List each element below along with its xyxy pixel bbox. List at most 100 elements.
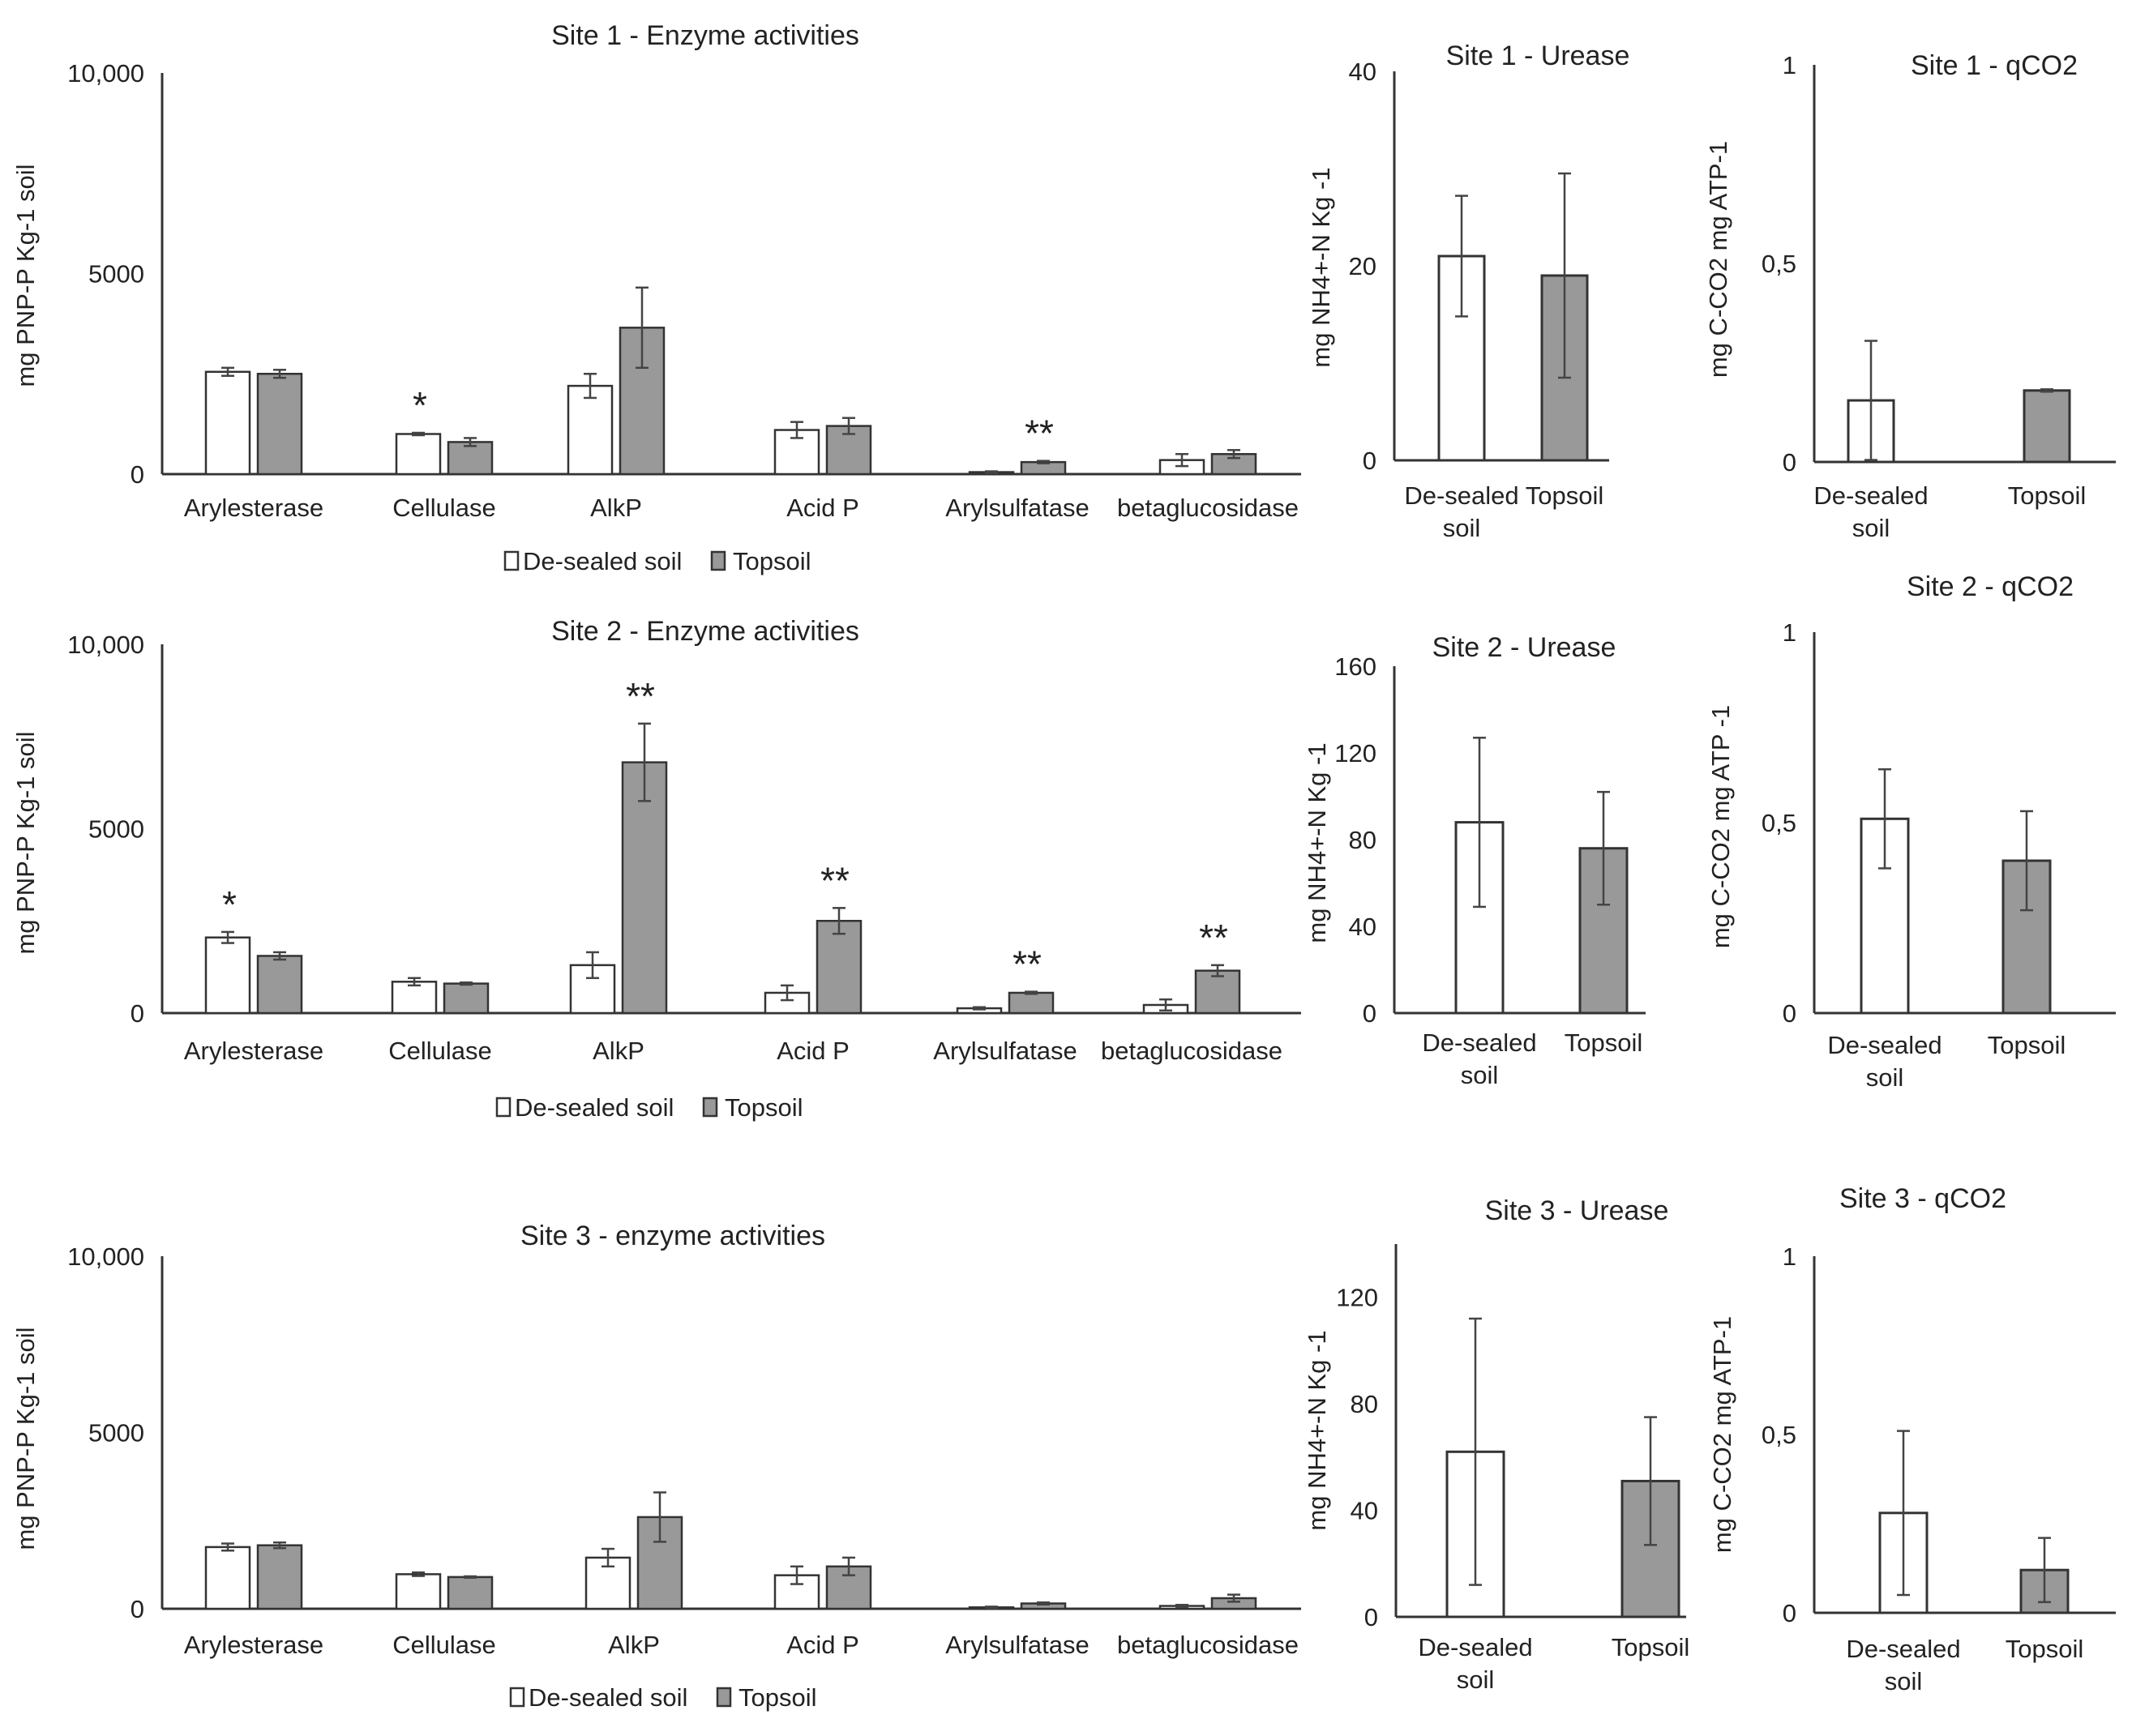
s2-enzymes-ytick-label: 0 [131,999,144,1028]
s1-enzymes-bar-topsoil [256,373,303,476]
s2-urease-category-label: De-sealed soil [1422,1028,1536,1089]
s1-enzymes-ytick-label: 10,000 [67,59,144,88]
s3-urease-ylabel: mg NH4+-N Kg -1 [1303,1330,1331,1530]
s3-enzymes-bar-desealed [395,1573,442,1610]
s1-enzymes-bar-desealed [395,433,442,476]
s2-enzymes-bar-topsoil [256,955,303,1015]
chart-s1-urease: Site 1 - Urease mg NH4+-N Kg -1 0 20 40 De-se… [1307,41,1629,542]
s3-enzymes-legend: De-sealed soil Topsoil [509,1683,817,1712]
s2-qco2-category-label: De-sealed soil [1827,1031,1941,1092]
s1-qco2-title: Site 1 - qCO2 [1911,50,2078,81]
s3-urease-ytick-label: 40 [1351,1497,1378,1525]
s1-enzymes-bar-desealed [204,370,251,476]
s1-enzymes-title: Site 1 - Enzyme activities [551,20,859,51]
s2-enzymes-category-label: Acid P [777,1037,850,1065]
s2-enzymes-significance-marker: ** [820,859,850,901]
s2-enzymes-bar-topsoil [1008,991,1055,1015]
s2-qco2-category-label: Topsoil [1988,1031,2066,1059]
s3-enzymes-bar-topsoil [447,1576,494,1610]
s3-urease-category-label: De-sealed soil [1418,1633,1532,1694]
s3-enzymes-category-label: Acid P [786,1631,859,1659]
s2-enzymes-significance-marker: ** [1199,917,1228,959]
s1-enzymes-ytick-label: 5000 [88,260,144,289]
s2-qco2-ytick-label: 1 [1783,618,1796,647]
s2-enzymes-bar-topsoil [816,920,863,1015]
s3-urease-ytick-label: 80 [1351,1390,1378,1418]
chart-s3-urease: Site 3 - Urease mg NH4+-N Kg -1 0 40 80 120 De… [1303,1195,1689,1694]
s2-enzymes-bar-desealed [204,936,251,1015]
s1-enzymes-ylabel: mg PNP-P Kg-1 soil [11,164,40,387]
s2-enzymes-category-label: Arylesterase [184,1037,323,1065]
s3-urease-category-label: Topsoil [1612,1633,1690,1661]
s1-urease-category-label: De-sealed soil [1404,481,1518,542]
legend-swatch-topsoil [710,550,726,571]
s2-enzymes-ytick-label: 5000 [88,815,144,844]
chart-s2-qco2: Site 2 - qCO2 mg C-CO2 mg ATP -1 0 0,5 1 De-s… [1706,571,2116,1092]
s3-qco2-ytick-label: 1 [1783,1242,1796,1271]
legend-label-topsoil: Topsoil [738,1683,817,1712]
s2-urease-ylabel: mg NH4+-N Kg -1 [1303,742,1331,943]
s2-enzymes-category-label: betaglucosidase [1101,1037,1282,1065]
s1-urease-title: Site 1 - Urease [1446,41,1630,71]
s2-urease-ytick-label: 80 [1349,826,1376,854]
s1-qco2-bar-topsoil [2023,389,2071,464]
s2-qco2-ytick-label: 0 [1783,999,1796,1028]
chart-s2-urease: Site 2 - Urease mg NH4+-N Kg -1 0 40 80 120 16… [1303,632,1646,1089]
legend-swatch-topsoil [716,1687,732,1708]
legend-swatch-desealed [503,550,520,571]
s1-urease-ytick-label: 40 [1349,58,1376,86]
s1-urease-category-label: Topsoil [1526,481,1604,510]
chart-s1-qco2: Site 1 - qCO2 mg C-CO2 mg ATP-1 0 0,5 1 De-se… [1704,50,2116,542]
s2-urease-ytick-label: 40 [1349,913,1376,941]
s3-enzymes-category-label: Cellulase [392,1631,496,1659]
legend-swatch-topsoil [702,1097,718,1118]
s3-enzymes-bar-topsoil [256,1544,303,1610]
s3-enzymes-category-label: AlkP [608,1631,660,1659]
legend-label-desealed: De-sealed soil [529,1683,687,1712]
s1-qco2-ytick-label: 0 [1783,448,1796,477]
s1-enzymes-significance-marker: ** [1025,413,1054,455]
s2-urease-ytick-label: 0 [1363,999,1376,1028]
s1-enzymes-category-label: Arylsulfatase [945,494,1089,522]
s2-enzymes-ytick-label: 10,000 [67,631,144,659]
s1-enzymes-category-label: AlkP [590,494,642,522]
s2-urease-ytick-label: 120 [1334,739,1376,768]
s1-urease-ytick-label: 0 [1363,447,1376,475]
s1-urease-ylabel: mg NH4+-N Kg -1 [1307,167,1335,367]
s1-qco2-ytick-label: 0,5 [1762,250,1796,278]
s1-urease-ytick-label: 20 [1349,252,1376,280]
s3-enzymes-ytick-label: 0 [131,1595,144,1623]
legend-label-topsoil: Topsoil [733,547,811,575]
s3-enzymes-ytick-label: 10,000 [67,1242,144,1271]
legend-label-desealed: De-sealed soil [515,1093,674,1122]
s1-enzymes-category-label: Cellulase [392,494,496,522]
s3-urease-title: Site 3 - Urease [1485,1195,1669,1226]
s1-enzymes-category-label: betaglucosidase [1117,494,1299,522]
s1-qco2-category-label: Topsoil [2008,481,2087,510]
s1-enzymes-significance-marker: * [413,384,427,426]
chart-s2-enzymes: Site 2 - Enzyme activities mg PNP-P Kg-1 … [11,616,1301,1122]
legend-label-desealed: De-sealed soil [523,547,682,575]
s2-enzymes-significance-marker: ** [1012,943,1042,986]
s2-urease-category-label: Topsoil [1565,1028,1643,1057]
legend-label-topsoil: Topsoil [725,1093,803,1122]
s1-enzymes-category-label: Arylesterase [184,494,323,522]
s1-enzymes-bar-topsoil [619,327,666,476]
s2-enzymes-bar-topsoil [621,761,668,1015]
legend-swatch-desealed [495,1097,512,1118]
s3-qco2-ytick-label: 0,5 [1762,1421,1796,1449]
s2-enzymes-bar-desealed [391,981,438,1015]
chart-s3-qco2: Site 3 - qCO2 mg C-CO2 mg ATP-1 0 0,5 1 De-se… [1708,1183,2116,1695]
s2-enzymes-category-label: Arylsulfatase [933,1037,1077,1065]
s1-urease-bar-desealed [1437,254,1486,462]
s3-enzymes-category-label: betaglucosidase [1117,1631,1299,1659]
s1-qco2-ylabel: mg C-CO2 mg ATP-1 [1704,141,1732,378]
chart-s3-enzymes: Site 3 - enzyme activities mg PNP-P Kg-1 … [11,1221,1301,1712]
s3-enzymes-title: Site 3 - enzyme activities [520,1221,825,1251]
s3-qco2-category-label: Topsoil [2006,1635,2084,1663]
s1-enzymes-ytick-label: 0 [131,460,144,489]
s3-qco2-title: Site 3 - qCO2 [1839,1183,2006,1214]
s2-enzymes-category-label: AlkP [593,1037,644,1065]
s2-enzymes-bar-topsoil [443,982,490,1015]
